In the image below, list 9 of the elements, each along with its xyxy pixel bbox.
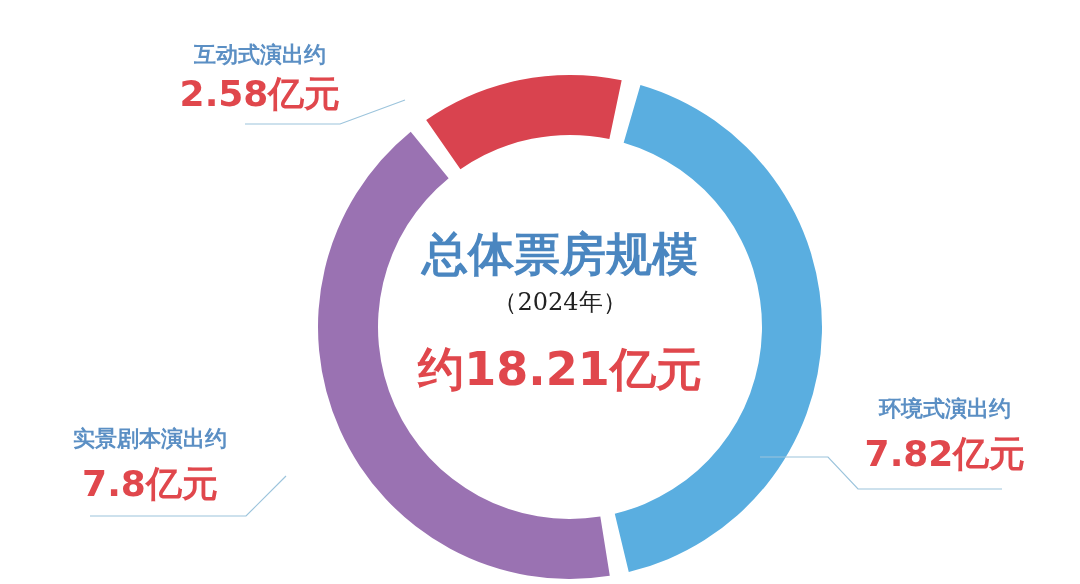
text: 约18.21亿元 [417,342,702,396]
text: （2024年） [493,288,627,316]
slice-label: 实景剧本演出约 [73,426,227,451]
slice-label: 环境式演出约 [878,396,1011,421]
data-label: 7.82亿元 [864,433,1026,474]
data-label: 2.58亿元 [179,73,341,114]
text: 总体票房规模 [420,227,698,281]
slice-label: 互动式演出约 [193,42,326,67]
data-label: 7.8亿元 [82,463,218,504]
